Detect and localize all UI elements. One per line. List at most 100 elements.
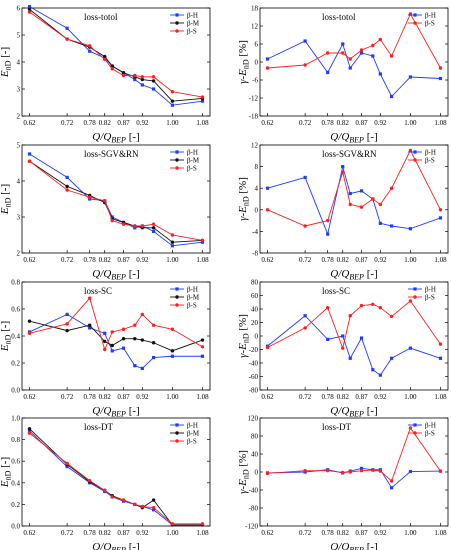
y-tick-label: 5 xyxy=(17,32,21,40)
y-tick-label: 20 xyxy=(251,319,259,327)
series-line xyxy=(267,166,441,236)
data-point xyxy=(121,222,126,226)
data-point xyxy=(110,495,114,499)
y-tick-label: 2 xyxy=(17,113,21,121)
y-axis-label: γ-EnD [%] xyxy=(237,40,251,84)
data-point xyxy=(65,184,69,189)
series-S xyxy=(265,426,443,483)
x-tick-label: 1.00 xyxy=(404,529,417,537)
y-tick-label: 0.0 xyxy=(11,387,20,395)
y-tick-label: 80 xyxy=(251,433,259,441)
x-tick-label: 0.92 xyxy=(374,529,387,537)
x-tick-label: 0.87 xyxy=(355,119,368,127)
series-S xyxy=(265,299,443,350)
data-point xyxy=(151,323,156,327)
data-point xyxy=(438,216,443,220)
data-point xyxy=(408,426,413,430)
x-tick-label: 0.87 xyxy=(355,529,368,537)
series-H xyxy=(265,165,443,236)
legend-label: β-S xyxy=(425,294,435,302)
data-point xyxy=(65,175,69,179)
data-point xyxy=(359,189,364,193)
data-point xyxy=(378,305,383,310)
data-point xyxy=(325,51,330,55)
data-point xyxy=(87,296,92,300)
series-H xyxy=(265,314,443,377)
y-tick-label: 0.8 xyxy=(11,436,20,444)
x-tick-label: 0.87 xyxy=(117,393,130,401)
series-line xyxy=(267,426,441,482)
data-point xyxy=(103,347,107,352)
legend-label: β-M xyxy=(187,157,200,165)
data-point xyxy=(378,37,383,42)
data-point xyxy=(140,338,145,342)
data-point xyxy=(303,39,307,43)
data-point xyxy=(348,192,352,196)
data-point xyxy=(121,327,126,331)
y-tick-label: 0 xyxy=(255,59,259,67)
data-point xyxy=(65,328,69,333)
x-axis-label: Q/QBEP [-] xyxy=(92,131,139,145)
data-point xyxy=(151,341,156,345)
legend-marker xyxy=(175,431,179,435)
data-point xyxy=(121,71,126,75)
y-axis-label: EnD [-] xyxy=(0,47,13,78)
x-tick-label: 0.87 xyxy=(355,256,368,264)
data-point xyxy=(121,498,126,502)
series-line xyxy=(29,430,203,526)
legend-marker xyxy=(413,158,417,162)
data-point xyxy=(200,240,205,244)
data-point xyxy=(325,468,330,473)
panel-tr: -18 -12 -6 0 6 12 18 0.62 0.72 0.78 0.82 0.87 0.92 1.… xyxy=(237,5,449,145)
legend: β-Hβ-Mβ-S xyxy=(170,286,200,310)
x-tick-label: 0.72 xyxy=(61,256,74,264)
data-point xyxy=(200,95,205,99)
data-point xyxy=(359,303,364,308)
x-tick-label: 0.92 xyxy=(374,393,387,401)
data-point xyxy=(151,226,156,230)
y-axis-label: EnD [-] xyxy=(0,457,13,488)
legend-label: β-H xyxy=(187,12,198,20)
y-tick-label: 4 xyxy=(17,178,21,186)
legend: β-Hβ-Mβ-S xyxy=(170,149,200,173)
legend-label: β-M xyxy=(187,430,200,438)
series-line xyxy=(29,160,203,241)
y-tick-label: 0.4 xyxy=(11,333,20,341)
panel-cl: 0.0 0.2 0.4 0.6 0.8 0.62 0.72 0.78 0.82 0.87 0.92 1… xyxy=(0,279,211,419)
legend-marker xyxy=(413,21,417,25)
data-point xyxy=(87,195,92,199)
y-tick-label: 80 xyxy=(251,279,259,287)
x-tick-label: 1.08 xyxy=(434,529,447,537)
data-point xyxy=(152,87,156,91)
data-point xyxy=(359,51,364,55)
data-point xyxy=(170,354,174,358)
data-point xyxy=(303,468,307,473)
data-point xyxy=(341,165,345,169)
x-tick-label: 0.92 xyxy=(374,256,387,264)
y-tick-label: -40 xyxy=(249,487,259,495)
legend-marker xyxy=(413,13,417,17)
data-point xyxy=(371,197,375,201)
legend-marker xyxy=(413,423,417,427)
data-point xyxy=(133,364,137,368)
data-point xyxy=(27,427,32,431)
data-point xyxy=(348,57,352,61)
x-tick-label: 0.82 xyxy=(99,393,112,401)
x-tick-label: 1.08 xyxy=(434,119,447,127)
series-M xyxy=(27,159,205,244)
data-point xyxy=(65,322,69,326)
x-tick-label: 0.62 xyxy=(261,529,274,537)
data-point xyxy=(378,202,383,207)
data-point xyxy=(341,51,345,55)
data-point xyxy=(133,502,137,507)
x-tick-label: 0.72 xyxy=(61,119,74,127)
x-tick-label: 1.00 xyxy=(166,119,179,127)
data-point xyxy=(170,233,175,237)
legend-label: β-M xyxy=(187,294,200,302)
data-point xyxy=(438,66,443,70)
data-point xyxy=(303,63,307,67)
chart-title: loss-SGV&RN xyxy=(322,149,377,159)
series-line xyxy=(29,320,203,352)
x-tick-label: 0.82 xyxy=(337,393,350,401)
data-point xyxy=(87,44,92,48)
